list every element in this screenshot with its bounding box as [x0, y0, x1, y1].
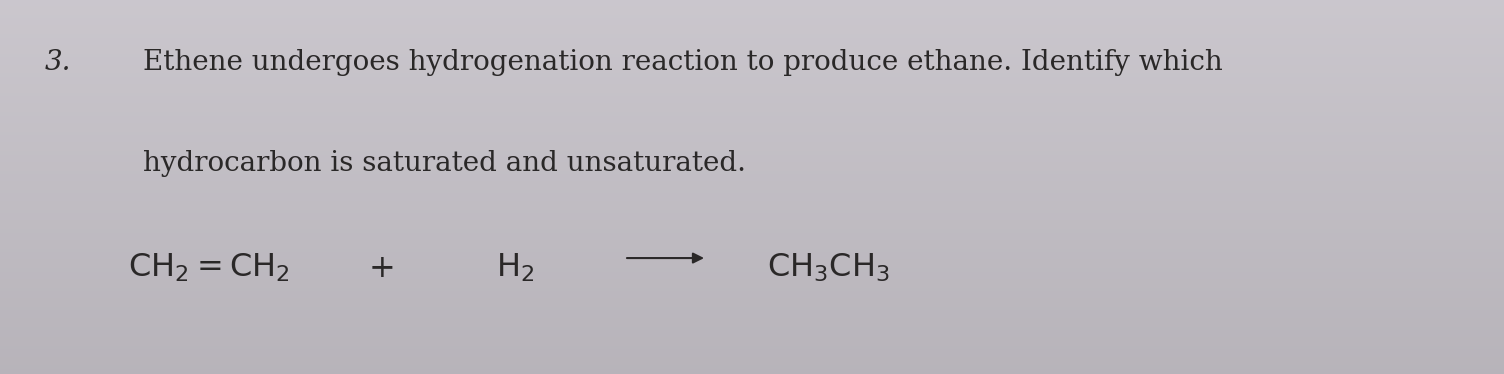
Text: 3.: 3. — [45, 49, 72, 76]
Text: +: + — [368, 253, 396, 284]
Text: $\mathregular{CH_3CH_3}$: $\mathregular{CH_3CH_3}$ — [767, 252, 890, 284]
Text: hydrocarbon is saturated and unsaturated.: hydrocarbon is saturated and unsaturated… — [143, 150, 746, 177]
Text: $\mathregular{CH_2{=}CH_2}$: $\mathregular{CH_2{=}CH_2}$ — [128, 252, 290, 284]
Text: Ethene undergoes hydrogenation reaction to produce ethane. Identify which: Ethene undergoes hydrogenation reaction … — [143, 49, 1223, 76]
Text: $\mathregular{H_2}$: $\mathregular{H_2}$ — [496, 252, 535, 284]
